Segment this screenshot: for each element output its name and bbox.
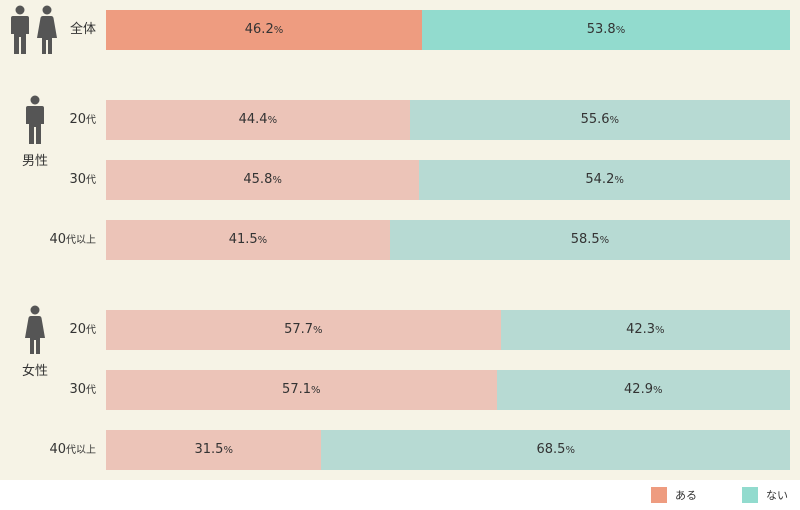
data-label-value: 45.8 (243, 172, 273, 187)
data-label: 31.5% (106, 430, 321, 470)
data-label: 46.2% (106, 10, 422, 50)
row-label-suffix: 代 (86, 175, 96, 186)
bar-segment-aru (106, 310, 501, 350)
group-label: 男性 (21, 154, 48, 169)
data-label-unit: % (223, 445, 233, 456)
data-label-value: 68.5 (536, 442, 566, 457)
data-label: 57.1% (106, 370, 497, 410)
group-label: 女性 (21, 364, 48, 379)
legend: ある ない (0, 480, 800, 510)
row-label-main: 20 (69, 112, 86, 127)
data-label-unit: % (267, 115, 278, 126)
data-label-unit: % (599, 235, 610, 246)
row-label-main: 40 (49, 232, 66, 247)
bar-segment-aru (106, 10, 422, 50)
data-label-unit: % (273, 25, 284, 36)
chart-area: 全体 46.2% 53.8% 男性 20代 44.4% 55.6% 30代 45.8% 54.2%… (0, 0, 800, 480)
bar-segment-nai (409, 100, 790, 140)
bar-segment-aru (106, 430, 322, 470)
data-label: 54.2% (419, 160, 790, 200)
row-label-suffix: 代以上 (66, 445, 96, 456)
data-label-unit: % (615, 25, 626, 36)
data-label-value: 31.5 (194, 442, 224, 457)
row-label-suffix: 代 (86, 325, 96, 336)
row-label: 30代 (69, 172, 96, 189)
data-label-unit: % (311, 385, 321, 396)
data-label-unit: % (652, 385, 663, 396)
data-label-value: 55.6 (580, 112, 610, 127)
row-label: 全体 (70, 22, 96, 38)
data-label-value: 41.5 (228, 232, 258, 247)
data-label-unit: % (565, 445, 575, 456)
data-label: 55.6% (410, 100, 790, 140)
row-label-main: 20 (69, 322, 86, 337)
legend-label: ある (675, 489, 697, 502)
data-label: 42.3% (501, 310, 790, 350)
data-label-value: 42.9 (624, 382, 653, 397)
data-label: 44.4% (106, 100, 410, 140)
row-label: 40代以上 (49, 232, 96, 249)
legend-label: ない (766, 489, 788, 502)
man-icon (26, 95, 44, 144)
bar-segment-nai (389, 220, 790, 260)
woman-icon (37, 5, 57, 54)
data-label-value: 57.7 (284, 322, 314, 337)
row-label-main: 30 (69, 382, 86, 397)
data-label: 41.5% (106, 220, 390, 260)
woman-icon (25, 305, 45, 354)
bar-segment-aru (106, 100, 410, 140)
data-label-value: 58.5 (570, 232, 600, 247)
data-label-unit: % (614, 175, 624, 186)
bar-segment-aru (106, 220, 390, 260)
row-label: 20代 (69, 322, 96, 339)
bar-segment-nai (496, 370, 790, 410)
legend-swatch-nai (742, 487, 758, 503)
data-label: 53.8% (422, 10, 790, 50)
legend-item: ある (651, 487, 697, 503)
row-label-suffix: 代 (86, 115, 96, 126)
bar-segment-nai (321, 430, 790, 470)
data-label-value: 57.1 (282, 382, 311, 397)
bar-segment-nai (500, 310, 790, 350)
bar-segment-aru (106, 160, 420, 200)
data-label: 42.9% (497, 370, 790, 410)
data-label-value: 42.3 (626, 322, 656, 337)
data-label-unit: % (272, 175, 282, 186)
data-label: 45.8% (106, 160, 419, 200)
data-label-value: 54.2 (585, 172, 615, 187)
data-label-unit: % (257, 235, 268, 246)
row-label-main: 40 (49, 442, 66, 457)
data-label-value: 53.8 (586, 22, 616, 37)
data-label-unit: % (655, 325, 665, 336)
man-icon (11, 5, 29, 54)
row-label-main: 全体 (69, 22, 96, 37)
data-label-unit: % (609, 115, 620, 126)
bar-segment-nai (422, 10, 790, 50)
row-label-suffix: 代以上 (66, 235, 96, 246)
data-label-value: 46.2 (244, 22, 274, 37)
legend-swatch-aru (651, 487, 667, 503)
data-label: 58.5% (390, 220, 790, 260)
bar-segment-nai (419, 160, 790, 200)
row-label: 20代 (69, 112, 96, 129)
data-label-value: 44.4 (238, 112, 268, 127)
legend-item: ない (742, 487, 788, 503)
row-label: 40代以上 (49, 442, 96, 459)
data-label-unit: % (313, 325, 323, 336)
row-label-suffix: 代 (86, 385, 96, 396)
data-label: 68.5% (321, 430, 790, 470)
row-label: 30代 (69, 382, 96, 399)
data-label: 57.7% (106, 310, 501, 350)
row-label-main: 30 (69, 172, 86, 187)
bar-segment-aru (106, 370, 497, 410)
